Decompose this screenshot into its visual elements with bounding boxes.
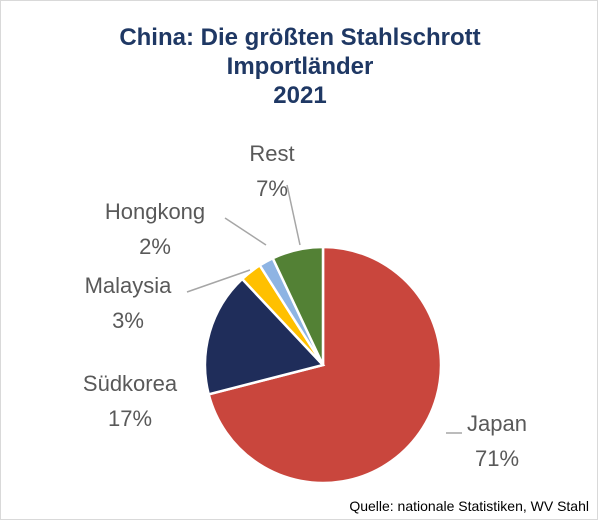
slice-label: Japan bbox=[467, 411, 527, 436]
source-note: Quelle: nationale Statistiken, WV Stahl bbox=[349, 498, 589, 514]
slice-value-label: 2% bbox=[139, 234, 171, 259]
pie-slice bbox=[271, 245, 325, 366]
slice-label: Rest bbox=[249, 141, 294, 166]
leader-line bbox=[224, 217, 267, 246]
slice-label: Hongkong bbox=[105, 199, 205, 224]
slice-label: Südkorea bbox=[83, 371, 178, 396]
pie-slice bbox=[203, 277, 326, 396]
leader-line bbox=[186, 269, 251, 293]
pie-slice bbox=[207, 245, 443, 485]
leader-line bbox=[286, 184, 301, 246]
slice-value-label: 17% bbox=[108, 406, 152, 431]
slice-label: Malaysia bbox=[85, 273, 173, 298]
chart-subtitle: 2021 bbox=[273, 82, 327, 109]
slice-value-label: 7% bbox=[256, 176, 288, 201]
chart-title: China: Die größten Stahlschrott Importlä… bbox=[119, 24, 481, 80]
slice-value-label: 71% bbox=[475, 446, 519, 471]
leader-lines bbox=[186, 184, 462, 434]
slice-value-label: 3% bbox=[112, 308, 144, 333]
